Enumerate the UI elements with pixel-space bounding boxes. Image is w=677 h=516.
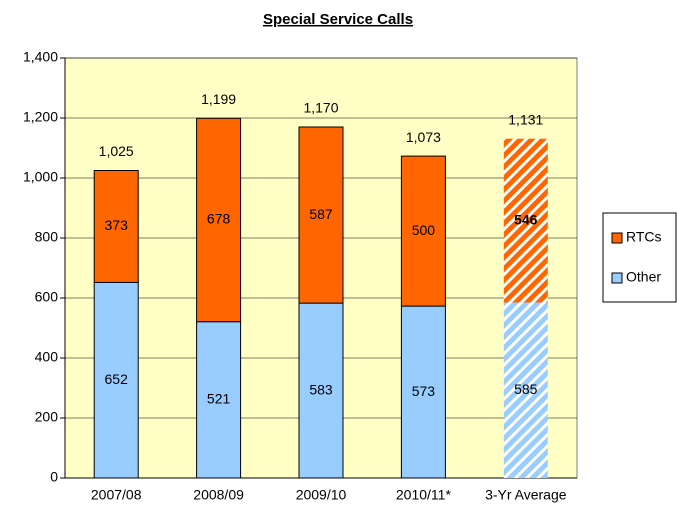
bar-segment	[298, 126, 344, 304]
value-label: 583	[309, 381, 333, 397]
y-tick-label: 1,400	[23, 49, 58, 65]
bar-segment	[196, 117, 242, 323]
value-label: 546	[514, 211, 538, 227]
y-tick-label: 200	[35, 409, 59, 425]
value-label: 521	[207, 391, 231, 407]
y-tick-label: 400	[35, 349, 59, 365]
value-label: 500	[412, 222, 436, 238]
x-tick-label: 2009/10	[296, 487, 347, 503]
bar-segment	[298, 302, 344, 479]
y-tick-label: 0	[50, 469, 58, 485]
legend-swatch	[611, 232, 623, 244]
total-label: 1,025	[99, 143, 134, 159]
x-tick-label: 2008/09	[193, 487, 244, 503]
value-label: 585	[514, 381, 538, 397]
bar-segment	[196, 321, 242, 479]
legend-swatch	[611, 272, 623, 284]
x-tick-label: 2010/11*	[396, 487, 452, 503]
x-tick-label: 3-Yr Average	[485, 487, 567, 503]
total-label: 1,073	[406, 129, 441, 145]
total-label: 1,131	[508, 111, 543, 127]
legend-label: RTCs	[626, 229, 662, 245]
chart-title: Special Service Calls	[263, 11, 413, 28]
bar-segment	[503, 138, 548, 303]
y-tick-label: 800	[35, 229, 59, 245]
y-tick-label: 600	[35, 289, 59, 305]
total-label: 1,199	[201, 91, 236, 107]
legend-label: Other	[626, 269, 661, 285]
value-label: 678	[207, 211, 231, 227]
legend	[602, 212, 677, 303]
y-tick-label: 1,200	[23, 109, 58, 125]
bar-segment	[93, 281, 139, 479]
bar-segment	[93, 170, 139, 283]
x-tick-label: 2007/08	[91, 487, 142, 503]
bar-segment	[503, 302, 548, 478]
value-label: 587	[309, 206, 333, 222]
bar-segment	[400, 155, 446, 307]
value-label: 573	[412, 383, 436, 399]
total-label: 1,170	[303, 100, 338, 116]
bar-segment	[400, 305, 446, 479]
y-tick-label: 1,000	[23, 169, 58, 185]
value-label: 652	[105, 371, 129, 387]
value-label: 373	[105, 217, 129, 233]
